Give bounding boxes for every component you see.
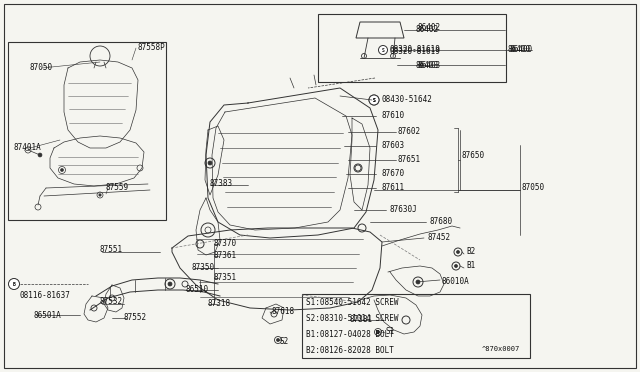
Text: 08320-81619: 08320-81619 [390,45,441,55]
Text: 86403: 86403 [418,61,441,70]
Text: 87610: 87610 [381,112,404,121]
Text: B2: B2 [466,247,476,257]
Text: 08430-51642: 08430-51642 [381,96,432,105]
Text: S2:08310-51014 SCREW: S2:08310-51014 SCREW [306,314,399,323]
Text: 87401A: 87401A [14,144,42,153]
Circle shape [456,250,460,253]
Bar [318,14,506,82]
Text: 87050: 87050 [522,183,545,192]
Text: 87680: 87680 [430,218,453,227]
Text: 87551: 87551 [100,246,123,254]
Circle shape [99,194,101,196]
Text: 86402: 86402 [418,22,441,32]
Text: 87050: 87050 [30,64,53,73]
Text: 87602: 87602 [398,128,421,137]
Text: S: S [372,97,376,103]
Text: B2:08126-82028 BOLT: B2:08126-82028 BOLT [306,346,394,355]
Text: ^870x0007: ^870x0007 [482,346,520,352]
Text: 87318: 87318 [208,299,231,308]
Text: B: B [13,282,15,286]
Text: 87452: 87452 [428,234,451,243]
Bar [8,42,166,220]
Text: 87552: 87552 [124,314,147,323]
Circle shape [208,161,212,165]
Text: 08116-81637: 08116-81637 [20,291,71,299]
Text: 87532: 87532 [100,298,123,307]
Text: S1:08540-51642 SCREW: S1:08540-51642 SCREW [306,298,399,307]
Circle shape [369,95,379,105]
Circle shape [8,279,19,289]
Circle shape [61,169,63,171]
Circle shape [276,339,280,341]
Text: 87650: 87650 [462,151,485,160]
Text: 87670: 87670 [381,170,404,179]
Bar [302,294,530,358]
Text: S: S [381,48,385,52]
Text: S: S [372,97,376,103]
Text: B1:08127-04028 BOLT: B1:08127-04028 BOLT [306,330,394,339]
Text: 08320-81619: 08320-81619 [390,48,441,57]
Text: S2: S2 [280,337,289,346]
Text: 87350: 87350 [192,263,215,273]
Text: 86501A: 86501A [34,311,61,320]
Text: 86510: 86510 [186,285,209,295]
Text: 86402: 86402 [416,26,439,35]
Circle shape [12,282,16,286]
Text: 87603: 87603 [381,141,404,151]
Text: 87370: 87370 [214,240,237,248]
Text: 86400: 86400 [510,45,533,54]
Text: 86010A: 86010A [442,278,470,286]
Text: 87559: 87559 [106,183,129,192]
Text: 87361: 87361 [214,251,237,260]
Text: 86400: 86400 [508,45,531,55]
Circle shape [376,330,380,334]
Circle shape [369,95,379,105]
Text: 86403: 86403 [416,61,439,70]
Circle shape [416,280,420,284]
Circle shape [168,282,172,286]
Text: 87611: 87611 [381,183,404,192]
Text: 87630J: 87630J [390,205,418,215]
Text: 87381: 87381 [350,315,373,324]
Text: B1: B1 [466,262,476,270]
Text: 87383: 87383 [210,179,233,187]
Text: 87558P: 87558P [138,44,166,52]
Text: 87351: 87351 [214,273,237,282]
Circle shape [378,45,387,55]
Text: 87651: 87651 [398,155,421,164]
Circle shape [454,264,458,267]
Text: 87618: 87618 [272,308,295,317]
Text: S1: S1 [386,327,396,337]
Circle shape [38,153,42,157]
